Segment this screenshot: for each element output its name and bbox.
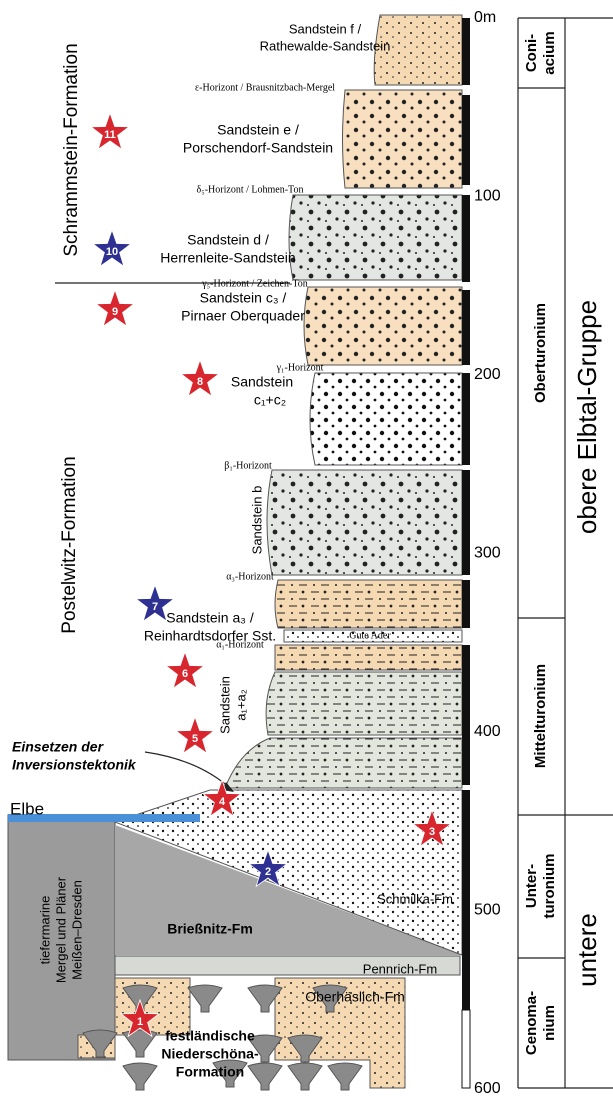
scale-bar xyxy=(462,95,470,185)
scale-label: 100 xyxy=(474,188,501,205)
unit-label: Niederschöna- xyxy=(161,1046,259,1062)
horizon-label: α₁-Horizont xyxy=(216,639,264,650)
unit-label: Sandstein f / xyxy=(289,21,362,36)
funnel xyxy=(123,1063,157,1090)
annotation: Inversionstektonik xyxy=(12,757,137,773)
stage-label: Unter- xyxy=(523,864,540,908)
unit-label: Rathewalde-Sandstein xyxy=(260,38,391,53)
scale-label: 0m xyxy=(474,9,496,26)
unit-label: c₁+c₂ xyxy=(254,392,286,408)
unit-label: Herrenleite-Sandstein xyxy=(160,250,295,266)
star-label: 9 xyxy=(112,306,118,318)
unit-label: Sandstein c₃ / xyxy=(200,290,287,306)
unit-label: Sandstein xyxy=(231,374,293,390)
scale-bar xyxy=(462,1010,470,1088)
star-label: 1 xyxy=(137,1016,143,1028)
scale-bar xyxy=(462,373,470,465)
scale-label: 200 xyxy=(474,366,501,383)
arrow xyxy=(145,752,232,790)
scale-bar xyxy=(462,580,470,628)
star-label: 11 xyxy=(104,129,116,141)
funnel xyxy=(288,1063,322,1090)
unit-label: Schmilka-Fm xyxy=(377,891,453,906)
star-label: 8 xyxy=(197,376,203,388)
unit-label: Sandstein xyxy=(217,676,232,734)
unit-label: Gute Ader xyxy=(349,630,391,641)
stratigraphy: Elbe Einsetzen der Inversionstektonik 0m… xyxy=(0,0,613,1097)
formation-label: Postelwitz-Formation xyxy=(59,456,80,633)
funnel xyxy=(123,1030,157,1057)
unit-label: Pennrich-Fm xyxy=(363,961,437,976)
unit-label: Sandstein e / xyxy=(217,122,299,138)
unit-label: Mergel und Pläner xyxy=(53,876,68,983)
unit-label: Meißen–Dresden xyxy=(69,880,84,980)
unit-label: festländische xyxy=(165,1028,255,1044)
horizon-label: ε-Horizont / Brausnitzbach-Mergel xyxy=(195,82,335,93)
scale-bar xyxy=(462,645,470,785)
scale-label: 300 xyxy=(474,545,501,562)
star-label: 5 xyxy=(192,733,198,745)
star-label: 4 xyxy=(219,796,226,808)
scale-bar xyxy=(462,290,470,365)
scale-label: 500 xyxy=(474,902,501,919)
annotation: Einsetzen der xyxy=(12,739,105,755)
unit-label: Porschendorf-Sandstein xyxy=(183,140,333,156)
stage-label: Oberturonium xyxy=(532,303,549,403)
unit-label: Pirnaer Oberquader xyxy=(181,308,305,324)
group-label: obere Elbtal-Gruppe xyxy=(572,300,602,534)
formation-label: Schrammstein-Formation xyxy=(61,43,82,256)
scale-bar xyxy=(462,18,470,85)
unit-label: tiefermarine xyxy=(37,896,52,965)
unit-label: Oberhäslich-Fm xyxy=(305,989,405,1005)
horizon-label: γ₅-Horizont / Zeichen-Ton xyxy=(201,278,308,289)
stage-label: nium xyxy=(541,1005,558,1041)
stage-label: acium xyxy=(541,31,558,74)
scale-label: 600 xyxy=(474,1080,501,1097)
unit-label: a₁+a₂ xyxy=(233,689,248,720)
funnel xyxy=(248,1063,282,1090)
funnel xyxy=(328,1063,362,1090)
star-label: 3 xyxy=(429,826,435,838)
scale-label: 400 xyxy=(474,723,501,740)
star-label: 7 xyxy=(152,601,158,613)
horizon-label: γ₁-Horizont xyxy=(276,362,324,373)
scale-bar xyxy=(462,790,470,1010)
star-label: 10 xyxy=(106,246,118,258)
group-label: untere xyxy=(572,913,602,987)
stage-label: Mittelturonium xyxy=(532,664,549,768)
river-label: Elbe xyxy=(10,799,44,818)
scale-bar xyxy=(462,195,470,282)
unit-label: Sandstein a₃ / xyxy=(166,610,254,626)
unit-label: Sandstein b xyxy=(249,486,264,555)
funnel xyxy=(188,985,222,1012)
stage-label: Coni- xyxy=(523,34,540,72)
unit-label: Formation xyxy=(176,1064,244,1080)
unit-label: Brießnitz-Fm xyxy=(167,921,253,937)
horizon-label: α₃-Horizont xyxy=(226,571,274,582)
stage-label: Cenoma- xyxy=(523,991,540,1055)
star-label: 2 xyxy=(265,866,271,878)
horizon-label: β₁-Horizont xyxy=(224,460,272,471)
stage-label: turonium xyxy=(541,854,558,919)
star-label: 6 xyxy=(182,668,188,680)
horizon-label: δ₅-Horizont / Lohmen-Ton xyxy=(197,184,304,195)
unit-label: Sandstein d / xyxy=(187,232,269,248)
scale-bar xyxy=(462,470,470,575)
